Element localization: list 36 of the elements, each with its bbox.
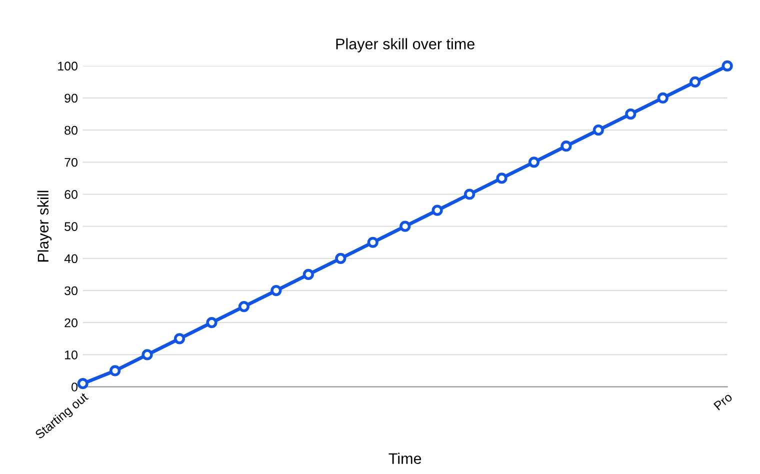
point: [496, 172, 508, 184]
point: [335, 252, 346, 264]
y-tick-label: 100: [58, 62, 78, 71]
y-axis-title: Player skill: [37, 190, 52, 262]
point: [400, 220, 411, 232]
point: [302, 268, 314, 280]
y-tick-label: 20: [64, 318, 78, 328]
point: [592, 124, 604, 136]
y-tick-label: 10: [65, 350, 78, 360]
point: [657, 92, 668, 104]
point: [528, 156, 540, 168]
y-tick-label: 30: [64, 286, 78, 296]
y-tick-label: 40: [64, 254, 78, 264]
point: [464, 188, 476, 200]
point: [560, 140, 572, 152]
point: [174, 333, 186, 344]
y-tick-label: 0: [72, 382, 78, 392]
point: [625, 108, 636, 120]
point: [206, 317, 218, 328]
y-tick-label: 70: [64, 158, 78, 167]
point: [77, 378, 88, 390]
point: [690, 76, 701, 88]
chart-title: Player skill over time: [336, 38, 474, 52]
y-tick-label: 80: [64, 126, 78, 135]
point: [367, 236, 378, 248]
y-tick-label: 90: [64, 94, 78, 103]
point: [432, 204, 443, 216]
y-tick-label: 50: [64, 222, 78, 231]
x-tick-label: Pro: [714, 392, 733, 411]
point: [270, 284, 282, 296]
y-tick-label: 60: [64, 190, 78, 199]
point: [110, 365, 121, 376]
x-axis-title: Time: [388, 452, 422, 464]
point: [142, 349, 153, 360]
point: [722, 60, 733, 72]
point: [238, 301, 250, 312]
